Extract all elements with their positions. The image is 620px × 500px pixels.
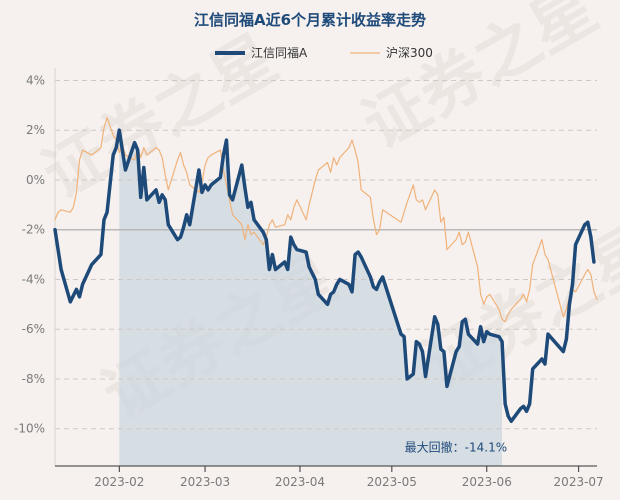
y-tick-label: -8% [22,372,45,386]
y-tick-label: -4% [22,272,45,286]
plot-area: 4% 2% 0% -2% -4% -6% -8% -10% 2023-02 2023-03 2023… [14,68,604,489]
y-tick-label: 4% [26,73,45,87]
x-tick-label: 2023-07 [554,475,604,489]
chart-title: 江信同福A近6个月累计收益率走势 [194,11,426,29]
x-tick-label: 2023-03 [180,475,230,489]
x-tick-label: 2023-02 [94,475,144,489]
y-tick-label: 0% [26,173,45,187]
y-tick-label: -10% [14,422,45,436]
legend: 江信同福A 沪深300 [215,45,433,60]
x-tick-label: 2023-04 [275,475,325,489]
legend-label: 沪深300 [386,46,433,60]
legend-label: 江信同福A [251,45,308,60]
y-tick-label: -6% [22,322,45,336]
x-tick-label: 2023-05 [367,475,417,489]
y-tick-label: 2% [26,123,45,137]
series-line-fund [53,128,596,423]
y-tick-label: -2% [22,223,45,237]
max-drawdown-label: 最大回撤：-14.1% [405,440,507,455]
x-tick-label: 2023-06 [462,475,512,489]
drawdown-area [119,130,503,466]
series-line-index [54,117,598,323]
